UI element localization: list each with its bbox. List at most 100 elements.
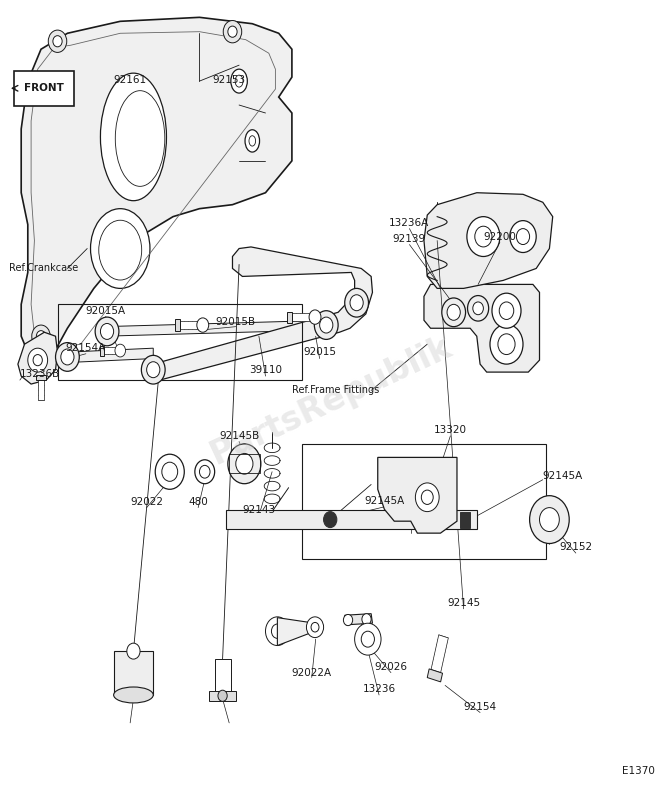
Polygon shape: [18, 332, 57, 384]
Circle shape: [142, 355, 165, 384]
Text: Ref.Crankcase: Ref.Crankcase: [9, 263, 78, 274]
Circle shape: [320, 317, 333, 333]
Text: 92015B: 92015B: [215, 317, 256, 327]
Circle shape: [28, 348, 48, 372]
Ellipse shape: [90, 209, 150, 288]
Polygon shape: [67, 348, 153, 362]
Bar: [57, 304, 302, 380]
Text: 92153: 92153: [213, 74, 246, 85]
Bar: [302, 444, 546, 559]
Circle shape: [517, 229, 529, 245]
Circle shape: [195, 460, 215, 484]
Circle shape: [53, 36, 62, 47]
Ellipse shape: [249, 136, 255, 146]
Ellipse shape: [235, 75, 243, 87]
Bar: [226, 510, 477, 529]
Circle shape: [539, 508, 559, 531]
Circle shape: [492, 293, 521, 328]
Circle shape: [442, 298, 465, 326]
Text: 13236B: 13236B: [20, 370, 60, 379]
Text: 92026: 92026: [374, 662, 408, 672]
Text: 480: 480: [188, 497, 208, 507]
Circle shape: [307, 617, 324, 638]
Polygon shape: [104, 347, 120, 354]
Polygon shape: [153, 247, 372, 380]
Circle shape: [473, 302, 483, 314]
Circle shape: [529, 496, 569, 543]
Circle shape: [499, 302, 514, 319]
Circle shape: [200, 466, 210, 478]
Circle shape: [32, 325, 51, 347]
Polygon shape: [104, 320, 329, 336]
Text: 92200: 92200: [483, 231, 516, 242]
Polygon shape: [378, 458, 457, 533]
Polygon shape: [427, 669, 442, 682]
Text: 92139: 92139: [393, 234, 426, 244]
Circle shape: [475, 226, 492, 247]
Circle shape: [228, 444, 261, 484]
Polygon shape: [100, 346, 104, 355]
Bar: [215, 659, 231, 691]
Text: 92022: 92022: [130, 497, 163, 507]
Polygon shape: [344, 614, 372, 625]
Circle shape: [147, 362, 160, 378]
Circle shape: [61, 349, 74, 365]
Text: 92161: 92161: [114, 74, 147, 85]
Circle shape: [236, 454, 253, 474]
Text: 13236: 13236: [362, 683, 396, 694]
Circle shape: [350, 294, 363, 310]
Circle shape: [49, 30, 66, 53]
Text: 92022A: 92022A: [292, 668, 332, 678]
Polygon shape: [431, 635, 448, 673]
Text: 92145: 92145: [447, 598, 480, 608]
Circle shape: [362, 614, 371, 625]
Bar: [114, 651, 153, 695]
Text: 92015: 92015: [303, 347, 336, 357]
Text: 39110: 39110: [249, 365, 282, 374]
Text: 92145A: 92145A: [364, 496, 404, 506]
Circle shape: [223, 21, 241, 43]
Circle shape: [467, 295, 489, 321]
Text: 92143: 92143: [242, 505, 275, 515]
Circle shape: [309, 310, 321, 324]
Ellipse shape: [115, 90, 165, 186]
Text: 13320: 13320: [434, 426, 467, 435]
Circle shape: [115, 344, 126, 357]
Circle shape: [228, 26, 237, 38]
Circle shape: [127, 643, 140, 659]
Text: 13236A: 13236A: [389, 218, 430, 228]
Ellipse shape: [114, 687, 153, 703]
Text: PartsRepublik: PartsRepublik: [205, 330, 458, 470]
Text: Ref.Frame Fittings: Ref.Frame Fittings: [292, 386, 379, 395]
Circle shape: [416, 483, 439, 512]
Circle shape: [311, 622, 319, 632]
Text: 92152: 92152: [559, 542, 593, 553]
Polygon shape: [37, 375, 46, 380]
Polygon shape: [180, 321, 200, 329]
Text: 92145B: 92145B: [219, 431, 259, 441]
Circle shape: [422, 490, 433, 505]
Circle shape: [324, 512, 336, 527]
Circle shape: [361, 631, 374, 647]
Circle shape: [37, 330, 46, 342]
Circle shape: [218, 690, 227, 702]
Circle shape: [343, 614, 352, 626]
Text: 92154: 92154: [464, 702, 497, 712]
Ellipse shape: [231, 69, 247, 93]
Polygon shape: [21, 18, 292, 360]
Circle shape: [447, 304, 460, 320]
Circle shape: [197, 318, 209, 332]
Polygon shape: [424, 193, 553, 288]
Circle shape: [510, 221, 536, 253]
Text: E1370: E1370: [622, 766, 655, 776]
Ellipse shape: [100, 73, 166, 201]
Text: FRONT: FRONT: [25, 83, 65, 94]
Circle shape: [155, 454, 184, 490]
Circle shape: [95, 317, 119, 346]
Circle shape: [490, 324, 523, 364]
Circle shape: [271, 624, 283, 638]
Polygon shape: [287, 311, 292, 322]
Polygon shape: [38, 380, 45, 400]
Circle shape: [33, 354, 43, 366]
Circle shape: [315, 310, 338, 339]
